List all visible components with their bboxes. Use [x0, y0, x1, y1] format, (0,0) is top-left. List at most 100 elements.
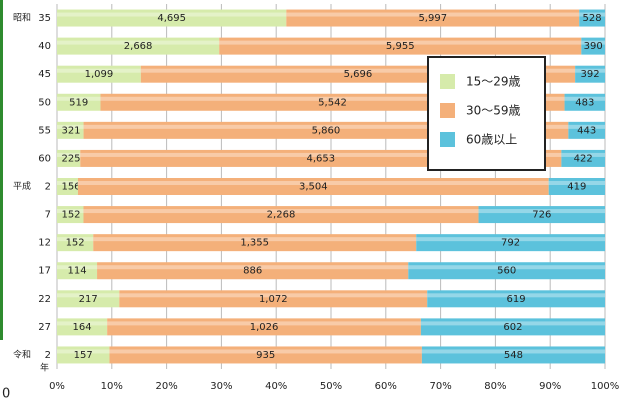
bar-shine — [57, 40, 220, 45]
value-label: 5,696 — [344, 69, 373, 80]
legend-label: 15〜29歳 — [466, 75, 521, 89]
bar-shine — [109, 349, 422, 354]
value-label: 5,542 — [318, 97, 347, 108]
bar-shine — [581, 40, 605, 45]
bar-shine — [83, 124, 569, 129]
value-label: 156 — [61, 182, 80, 193]
bar-segment — [57, 234, 94, 252]
bar-segment — [57, 93, 101, 111]
bar-segment — [478, 206, 605, 224]
bar-shine — [57, 349, 110, 354]
y-tick-label: 2 — [45, 350, 51, 361]
legend-label: 60歳以上 — [466, 133, 517, 147]
value-label: 152 — [66, 238, 85, 249]
crop-edge — [0, 0, 3, 340]
year-suffix: 年 — [40, 361, 49, 373]
era-label: 令和 — [13, 348, 31, 360]
y-tick-label: 45 — [38, 69, 51, 80]
value-label: 483 — [575, 97, 594, 108]
y-tick-label: 17 — [38, 266, 51, 277]
legend-swatch — [440, 132, 455, 147]
value-label: 2,268 — [267, 210, 296, 221]
bar-segment — [57, 178, 78, 195]
bar-shine — [286, 12, 580, 17]
bar-shine — [119, 293, 428, 298]
x-tick-label: 10% — [101, 381, 123, 392]
y-tick-label: 60 — [38, 153, 51, 164]
bar-segment — [219, 37, 582, 55]
bar-shine — [427, 293, 605, 298]
bar-segment — [57, 290, 120, 308]
x-tick-label: 70% — [429, 381, 451, 392]
value-label: 792 — [501, 238, 520, 249]
bar-shine — [100, 96, 565, 101]
value-label: 1,099 — [85, 69, 114, 80]
bar-segment — [77, 178, 549, 195]
value-label: 4,695 — [157, 13, 186, 24]
bar-segment — [97, 262, 409, 280]
bar-shine — [57, 181, 78, 185]
value-label: 519 — [69, 97, 88, 108]
bar-shine — [564, 96, 605, 101]
bar-segment — [286, 9, 580, 27]
value-label: 1,072 — [259, 294, 288, 305]
era-label: 平成 — [13, 180, 31, 192]
value-label: 152 — [61, 210, 80, 221]
y-tick-label: 27 — [38, 322, 51, 333]
value-label: 321 — [61, 125, 80, 136]
bar-shine — [80, 152, 562, 157]
value-label: 935 — [256, 350, 275, 361]
value-label: 419 — [567, 182, 586, 193]
bar-shine — [57, 124, 84, 129]
value-label: 560 — [497, 266, 516, 277]
value-label: 5,997 — [418, 13, 447, 24]
bar-shine — [478, 209, 605, 214]
x-tick-label: 20% — [155, 381, 177, 392]
bar-segment — [420, 318, 605, 336]
value-label: 2,668 — [124, 41, 153, 52]
bar-shine — [57, 293, 120, 298]
bar-segment — [575, 65, 605, 83]
value-label: 726 — [532, 210, 551, 221]
bar-segment — [427, 290, 605, 308]
y-tick-label: 55 — [38, 125, 51, 136]
bar-segment — [57, 121, 84, 139]
bar-shine — [421, 349, 605, 354]
bar-shine — [57, 96, 101, 101]
bar-shine — [83, 209, 479, 214]
value-label: 886 — [243, 266, 262, 277]
y-tick-label: 12 — [38, 238, 51, 249]
x-tick-label: 40% — [265, 381, 287, 392]
bar-segment — [561, 149, 605, 167]
value-label: 602 — [503, 322, 522, 333]
bar-shine — [57, 12, 287, 17]
fragment-label: 0 — [2, 387, 10, 402]
legend-swatch — [440, 74, 455, 89]
bar-shine — [420, 321, 605, 326]
bar-segment — [57, 37, 220, 55]
bar-segment — [109, 346, 422, 364]
bar-segment — [579, 9, 605, 27]
bar-shine — [57, 265, 98, 270]
bar-shine — [57, 68, 141, 73]
value-label: 114 — [67, 266, 86, 277]
x-tick-label: 50% — [320, 381, 342, 392]
bar-segment — [581, 37, 605, 55]
bar-shine — [219, 40, 582, 45]
bar-segment — [57, 65, 141, 83]
bar-shine — [57, 209, 84, 214]
value-label: 5,860 — [312, 125, 341, 136]
value-label: 157 — [74, 350, 93, 361]
x-tick-label: 60% — [375, 381, 397, 392]
x-tick-label: 30% — [210, 381, 232, 392]
value-label: 164 — [73, 322, 92, 333]
y-tick-label: 35 — [38, 13, 51, 24]
bar-shine — [93, 237, 417, 242]
bar-shine — [140, 68, 576, 73]
value-label: 548 — [504, 350, 523, 361]
bar-segment — [57, 149, 81, 167]
x-tick-label: 80% — [484, 381, 506, 392]
bar-shine — [57, 152, 81, 157]
y-tick-label: 40 — [38, 41, 51, 52]
